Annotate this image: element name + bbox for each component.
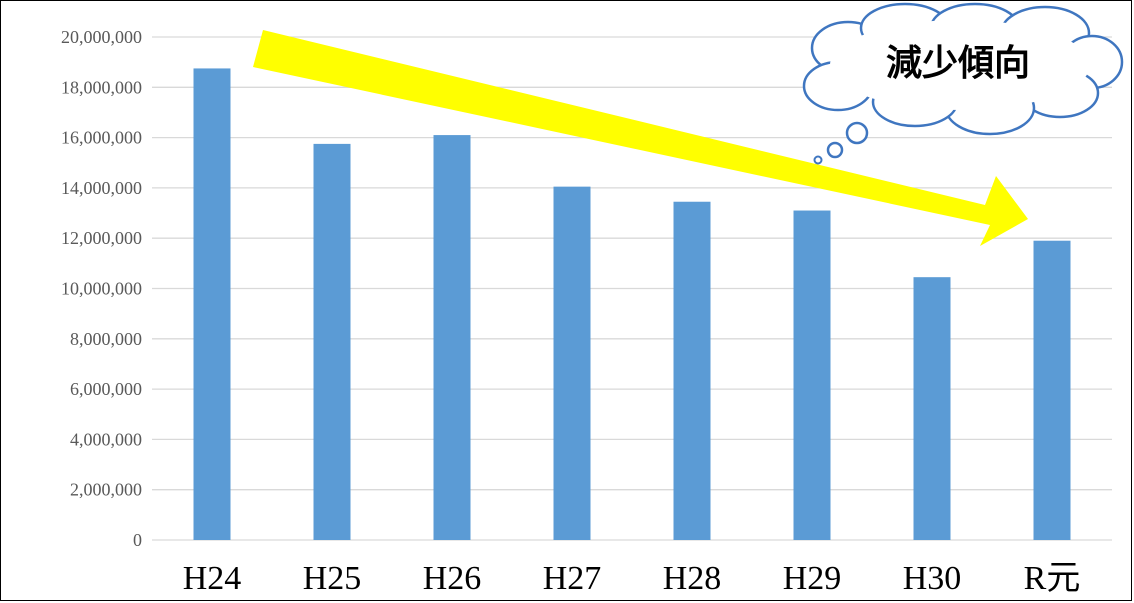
thought-cloud-callout: 減少傾向 (802, 2, 1124, 165)
thought-bubble-large (845, 121, 869, 145)
y-tick-label: 10,000,000 (61, 279, 142, 299)
y-tick-label: 2,000,000 (70, 480, 142, 500)
bar-H27 (553, 186, 591, 540)
y-tick-label: 14,000,000 (61, 178, 142, 198)
x-category-label: H29 (783, 560, 842, 597)
y-tick-label: 4,000,000 (70, 429, 142, 449)
x-category-label: H30 (903, 560, 962, 597)
bar-H25 (313, 143, 351, 540)
y-tick-label: 18,000,000 (61, 77, 142, 97)
x-category-label: H26 (423, 560, 482, 597)
x-category-label: R元 (1024, 560, 1081, 597)
y-tick-label: 8,000,000 (70, 329, 142, 349)
trend-arrow (253, 30, 1028, 246)
callout-text: 減少傾向 (886, 43, 1030, 84)
y-tick-label: 16,000,000 (61, 128, 142, 148)
bars (193, 68, 1071, 541)
x-category-label: H27 (543, 560, 602, 597)
y-tick-label: 12,000,000 (61, 228, 142, 248)
x-category-label: H24 (183, 560, 242, 597)
bar-R元 (1033, 240, 1071, 540)
thought-bubble-medium (826, 141, 844, 159)
bar-H29 (793, 210, 831, 540)
y-tick-label: 0 (133, 530, 142, 550)
bar-H28 (673, 201, 711, 541)
y-tick-label: 6,000,000 (70, 379, 142, 399)
bar-H24 (193, 68, 231, 540)
x-category-label: H28 (663, 560, 722, 597)
bar-H26 (433, 135, 471, 540)
thought-bubble-small (813, 155, 823, 165)
x-axis-labels: H24 H25 H26 H27 H28 H29 H30 R元 (183, 560, 1081, 597)
y-tick-label: 20,000,000 (61, 27, 142, 47)
x-category-label: H25 (303, 560, 362, 597)
cloud-fill (830, 20, 1090, 110)
bar-H30 (913, 277, 951, 540)
y-axis-ticks: 0 2,000,000 4,000,000 6,000,000 8,000,000 10,… (61, 27, 142, 550)
